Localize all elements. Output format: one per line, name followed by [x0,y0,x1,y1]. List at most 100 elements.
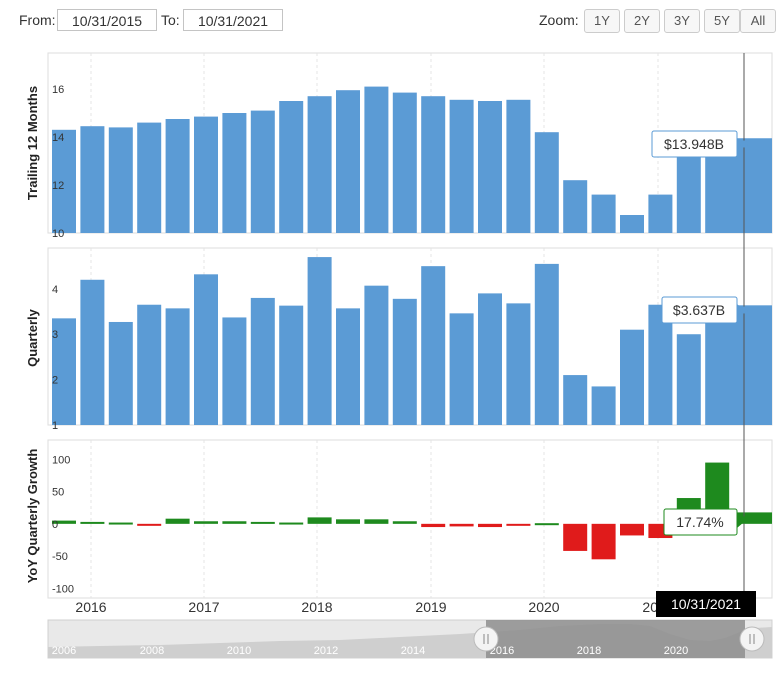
quarterly-bar [52,318,76,425]
ttm-bar [478,101,502,233]
quarterly-bar [534,263,559,425]
ttm-bar [364,86,389,233]
quarterly-bar [392,298,417,425]
ttm-bar [449,99,474,233]
quarterly-bar [478,293,502,425]
navigator-year-label: 2010 [227,645,251,657]
ttm-bar [392,92,417,233]
zoom-2y-button[interactable]: 2Y [624,9,660,33]
quarterly-y-tick-label: 2 [52,375,58,387]
quarterly-bar [194,274,218,425]
quarterly-bar [307,257,332,425]
quarterly-bar [648,304,673,425]
growth-bar [80,521,105,524]
navigator-year-label: 2020 [664,645,688,657]
quarterly-bar [563,375,588,425]
quarterly-bar [222,317,247,425]
ttm-axis-title: Trailing 12 Months [25,86,40,200]
growth-bar [364,519,389,524]
x-tick-label: 2018 [301,599,332,615]
zoom-all-button[interactable]: All [740,9,776,33]
quarterly-bar [137,304,162,425]
growth-bar [165,518,190,524]
from-date-input[interactable]: 10/31/2015 [57,9,157,31]
zoom-label: Zoom: [539,12,579,28]
quarterly-bar [506,303,531,425]
quarterly-axis-title: Quarterly [25,308,40,367]
ttm-tooltip-value: $13.948B [664,136,724,152]
ttm-y-tick-label: 14 [52,132,64,144]
growth-bar [194,521,218,524]
growth-y-tick-label: 100 [52,454,70,466]
quarterly-bar [705,305,772,425]
to-label: To: [161,12,180,28]
growth-bar [478,523,502,528]
x-tick-label: 2017 [188,599,219,615]
navigator-year-label: 2008 [140,645,164,657]
growth-bar [421,523,446,528]
quarterly-bar [591,386,616,425]
ttm-bar [336,90,360,233]
navigator-year-label: 2016 [490,645,514,657]
navigator-left-handle[interactable] [473,626,499,652]
ttm-bar [80,126,105,233]
x-tick-label: 2016 [75,599,106,615]
ttm-bar [165,119,190,233]
growth-bar [534,523,559,526]
growth-bar [250,521,275,524]
quarterly-bar [250,297,275,425]
growth-bar [108,522,133,525]
quarterly-tooltip: $3.637B [661,296,744,324]
ttm-bar [137,122,162,233]
growth-bar [733,512,772,524]
ttm-bar [194,116,218,233]
quarterly-bar [421,266,446,425]
growth-tooltip-value: 17.74% [676,514,723,530]
growth-bar [307,517,332,524]
quarterly-y-tick-label: 3 [52,329,58,341]
quarterly-bar [676,334,701,425]
to-date-input[interactable]: 10/31/2021 [183,9,283,31]
growth-y-tick-label: -50 [52,551,68,563]
navigator-year-label: 2012 [314,645,338,657]
quarterly-bar [108,321,133,425]
growth-bar [336,519,360,524]
ttm-bar [250,110,275,233]
growth-bar [591,523,616,560]
quarterly-bar [165,308,190,425]
navigator-year-label: 2014 [401,645,425,657]
growth-tooltip: 17.74% [663,508,744,536]
zoom-5y-button[interactable]: 5Y [704,9,740,33]
ttm-bar [506,99,531,233]
quarterly-marker [740,306,748,314]
navigator-selection[interactable] [486,620,745,658]
ttm-bar [648,194,673,233]
growth-y-tick-label: 0 [52,519,58,531]
date-tooltip: 10/31/2021 [656,591,756,617]
ttm-bar [563,180,588,233]
ttm-bar [421,96,446,233]
quarterly-y-tick-label: 1 [52,420,58,432]
quarterly-bar [279,305,304,425]
zoom-3y-button[interactable]: 3Y [664,9,700,33]
growth-bar [222,521,247,524]
growth-bar [392,521,417,524]
quarterly-bar [620,329,644,425]
growth-bar [137,523,162,526]
zoom-1y-button[interactable]: 1Y [584,9,620,33]
navigator-right-handle[interactable] [739,626,765,652]
ttm-bar [620,215,644,233]
ttm-bar [108,127,133,233]
ttm-y-tick-label: 16 [52,84,64,96]
date-tooltip-value: 10/31/2021 [671,596,741,612]
quarterly-y-tick-label: 4 [52,284,58,296]
navigator[interactable]: 2006 2008 2010 2012 2014 2016 2018 2020 [47,619,773,659]
quarterly-bar [80,279,105,425]
growth-bar [279,522,304,525]
growth-y-tick-label: 50 [52,487,64,499]
growth-bar [563,523,588,551]
growth-y-tick-label: -100 [52,583,74,595]
quarterly-bar [364,285,389,425]
ttm-marker [740,140,748,148]
